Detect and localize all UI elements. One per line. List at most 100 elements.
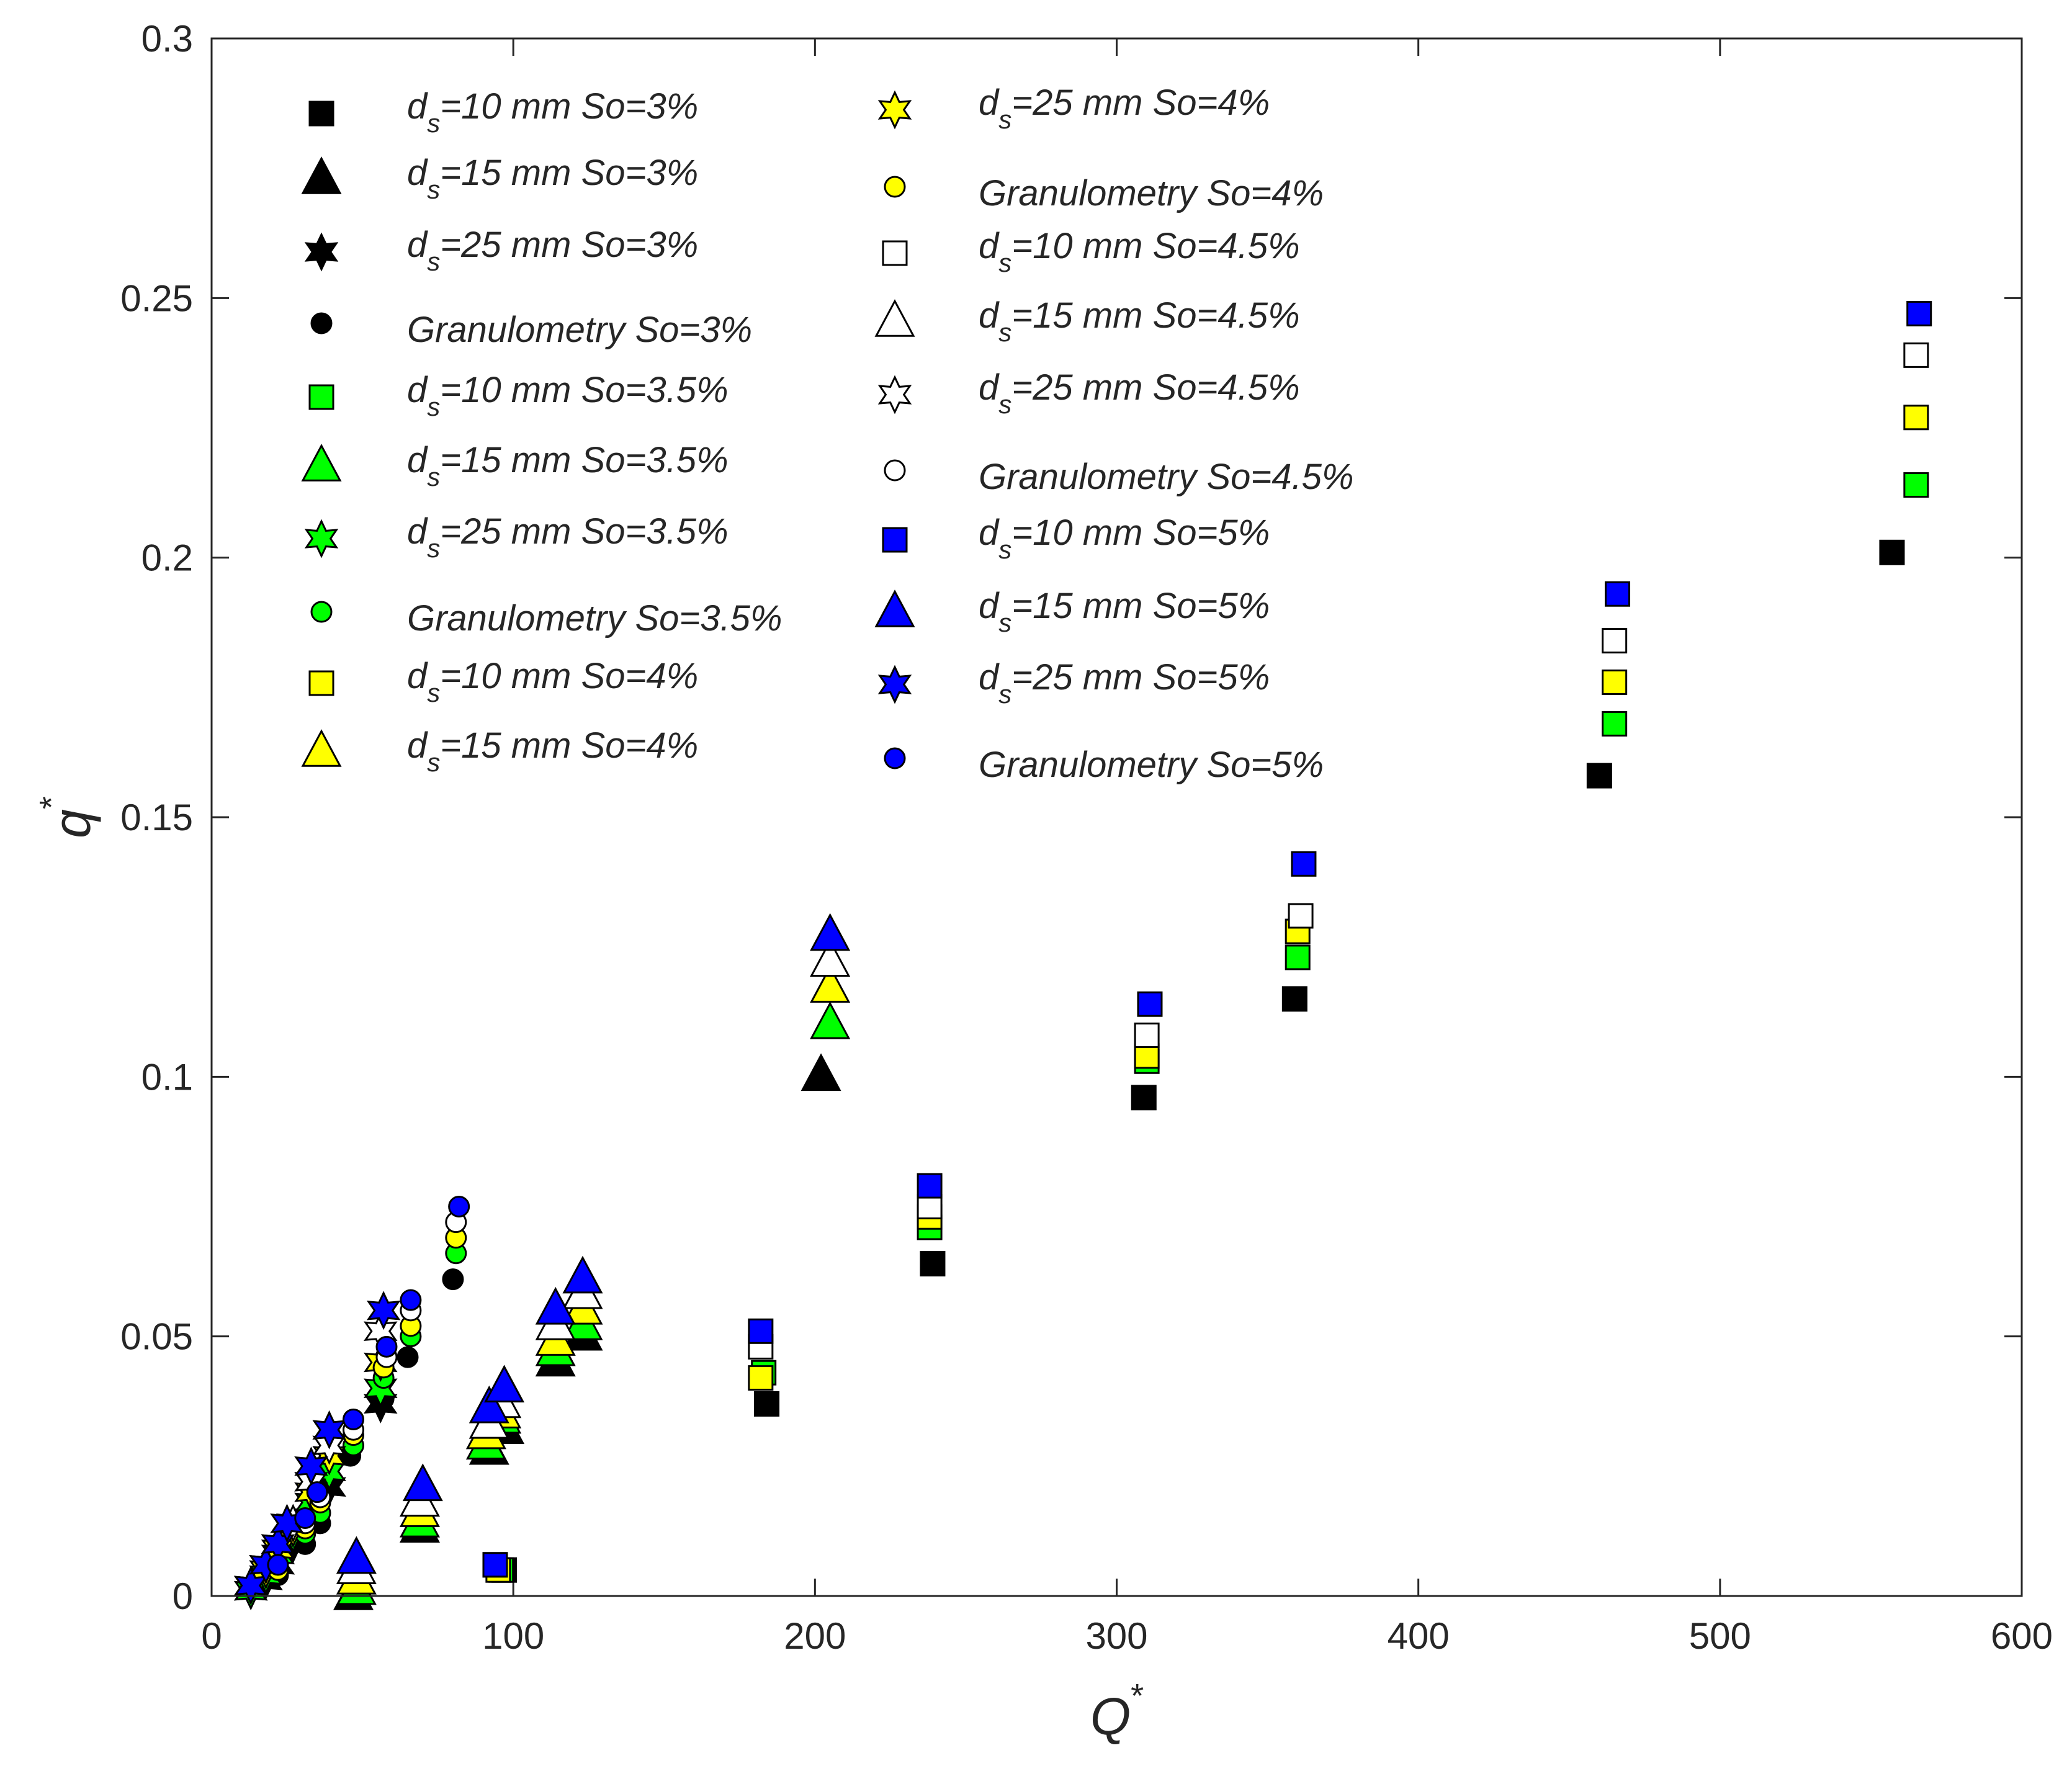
data-point-circle: [306, 1481, 328, 1504]
legend-item: Granulometry So=4.5%: [884, 457, 1353, 497]
data-point-square: [1903, 472, 1929, 498]
legend-label: Granulometry So=3.5%: [407, 598, 782, 639]
legend-item: Granulometry So=3%: [310, 310, 752, 350]
data-point-triangle: [535, 1286, 576, 1325]
legend-item: ds=10 mm So=3%: [308, 86, 698, 138]
legend-label-main: d: [407, 153, 428, 193]
legend-marker-square: [308, 384, 334, 410]
data-point-square: [1288, 903, 1314, 929]
legend-marker-square: [308, 101, 334, 127]
y-tick-label: 0.15: [120, 797, 193, 838]
plot-frame: [210, 37, 2023, 1597]
legend-marker-triangle: [301, 729, 342, 767]
x-tick-label: 400: [1388, 1615, 1450, 1657]
legend-label-subscript: s: [427, 109, 440, 138]
legend-label-main: d: [407, 656, 428, 696]
legend-label-main: d: [407, 86, 428, 127]
data-point-square: [1879, 539, 1905, 565]
y-tick-label: 0.05: [120, 1316, 193, 1358]
legend-marker-circle: [884, 176, 906, 198]
legend-marker-star6: [304, 519, 339, 558]
y-axis-label-text: q: [43, 809, 101, 838]
legend-label: ds=25 mm So=3%: [407, 225, 698, 276]
x-tick-label: 200: [784, 1615, 846, 1657]
legend-marker-star6: [877, 665, 912, 704]
data-point-square: [1291, 851, 1317, 877]
legend-label-main: d: [407, 370, 428, 410]
legend-marker-circle: [310, 601, 333, 623]
legend-label: ds=10 mm So=4%: [407, 656, 698, 707]
legend-label-rest: =10 mm So=4%: [440, 656, 698, 696]
legend-label-main: Granulometry So=4.5%: [979, 457, 1353, 497]
data-point-square: [1586, 763, 1612, 789]
legend-marker-circle: [310, 312, 333, 334]
data-point-square: [1903, 405, 1929, 431]
legend-label: ds=10 mm So=5%: [979, 513, 1270, 564]
data-point-circle: [342, 1409, 364, 1431]
legend-label-subscript: s: [427, 175, 440, 204]
data-point-triangle: [810, 913, 851, 951]
legend-item: ds=15 mm So=4%: [301, 725, 698, 777]
data-point-square: [917, 1173, 943, 1199]
legend-label-rest: =15 mm So=3.5%: [440, 440, 728, 480]
legend-label: ds=25 mm So=5%: [979, 657, 1270, 709]
data-point-circle: [267, 1554, 289, 1576]
series-group: [336, 913, 851, 1574]
legend-label-rest: =10 mm So=4.5%: [1011, 226, 1299, 266]
legend-label: ds=15 mm So=4.5%: [979, 295, 1300, 347]
data-point-square: [1137, 991, 1163, 1017]
legend-item: ds=25 mm So=5%: [877, 657, 1270, 709]
legend-label-subscript: s: [427, 462, 440, 491]
legend-label-main: d: [979, 295, 1000, 336]
legend-label-main: Granulometry So=3.5%: [407, 598, 782, 639]
legend-label: ds=10 mm So=3.5%: [407, 370, 729, 421]
legend-label-subscript: s: [998, 608, 1011, 637]
legend-label-rest: =25 mm So=3%: [440, 225, 698, 265]
legend-label: Granulometry So=4%: [979, 173, 1324, 213]
legend-label-main: d: [407, 511, 428, 552]
legend-item: Granulometry So=5%: [884, 745, 1324, 785]
legend-label-rest: =15 mm So=4%: [440, 725, 698, 766]
legend-label: ds=15 mm So=4%: [407, 725, 698, 777]
legend-item: ds=15 mm So=4.5%: [874, 295, 1300, 347]
data-point-square: [748, 1318, 774, 1344]
data-point-triangle: [469, 1385, 509, 1423]
legend-label: ds=15 mm So=3%: [407, 153, 698, 204]
data-point-square: [1281, 986, 1307, 1012]
data-point-circle: [397, 1346, 419, 1368]
legend-label-rest: =10 mm So=3%: [440, 86, 698, 127]
data-point-square: [917, 1194, 943, 1219]
legend-marker-square: [308, 670, 334, 696]
legend-label-rest: =10 mm So=5%: [1011, 513, 1270, 553]
legend-marker-star6: [304, 232, 339, 272]
legend-label-rest: =25 mm So=5%: [1011, 657, 1270, 697]
legend-label-subscript: s: [998, 105, 1011, 134]
legend-marker-star6: [877, 90, 912, 130]
legend-label-subscript: s: [427, 534, 440, 563]
legend-label-subscript: s: [998, 535, 1011, 564]
legend-label-main: d: [979, 83, 1000, 123]
data-point-square: [754, 1391, 780, 1417]
legend-marker-square: [882, 527, 908, 553]
data-point-circle: [294, 1507, 316, 1529]
y-tick-label: 0.2: [141, 537, 193, 579]
data-point-triangle: [810, 939, 851, 977]
data-point-triangle: [402, 1463, 443, 1502]
data-point-square: [1903, 342, 1929, 368]
legend-item: ds=25 mm So=3%: [304, 225, 698, 276]
legend-marker-triangle: [301, 156, 342, 194]
x-tick-label: 600: [1991, 1615, 2053, 1657]
legend-item: ds=10 mm So=5%: [882, 513, 1270, 564]
data-point-square: [1605, 581, 1631, 607]
legend-label-rest: =15 mm So=3%: [440, 153, 698, 193]
legend-label: ds=10 mm So=3%: [407, 86, 698, 138]
legend-label-subscript: s: [998, 679, 1011, 709]
legend-marker-circle: [884, 459, 906, 482]
legend-marker-circle: [884, 747, 906, 769]
x-tick-label: 100: [482, 1615, 544, 1657]
legend-label: ds=10 mm So=4.5%: [979, 226, 1300, 277]
legend-item: Granulometry So=3.5%: [310, 598, 782, 639]
legend-marker-triangle: [301, 444, 342, 482]
legend-label: Granulometry So=5%: [979, 745, 1324, 785]
legend-label-main: d: [407, 440, 428, 480]
